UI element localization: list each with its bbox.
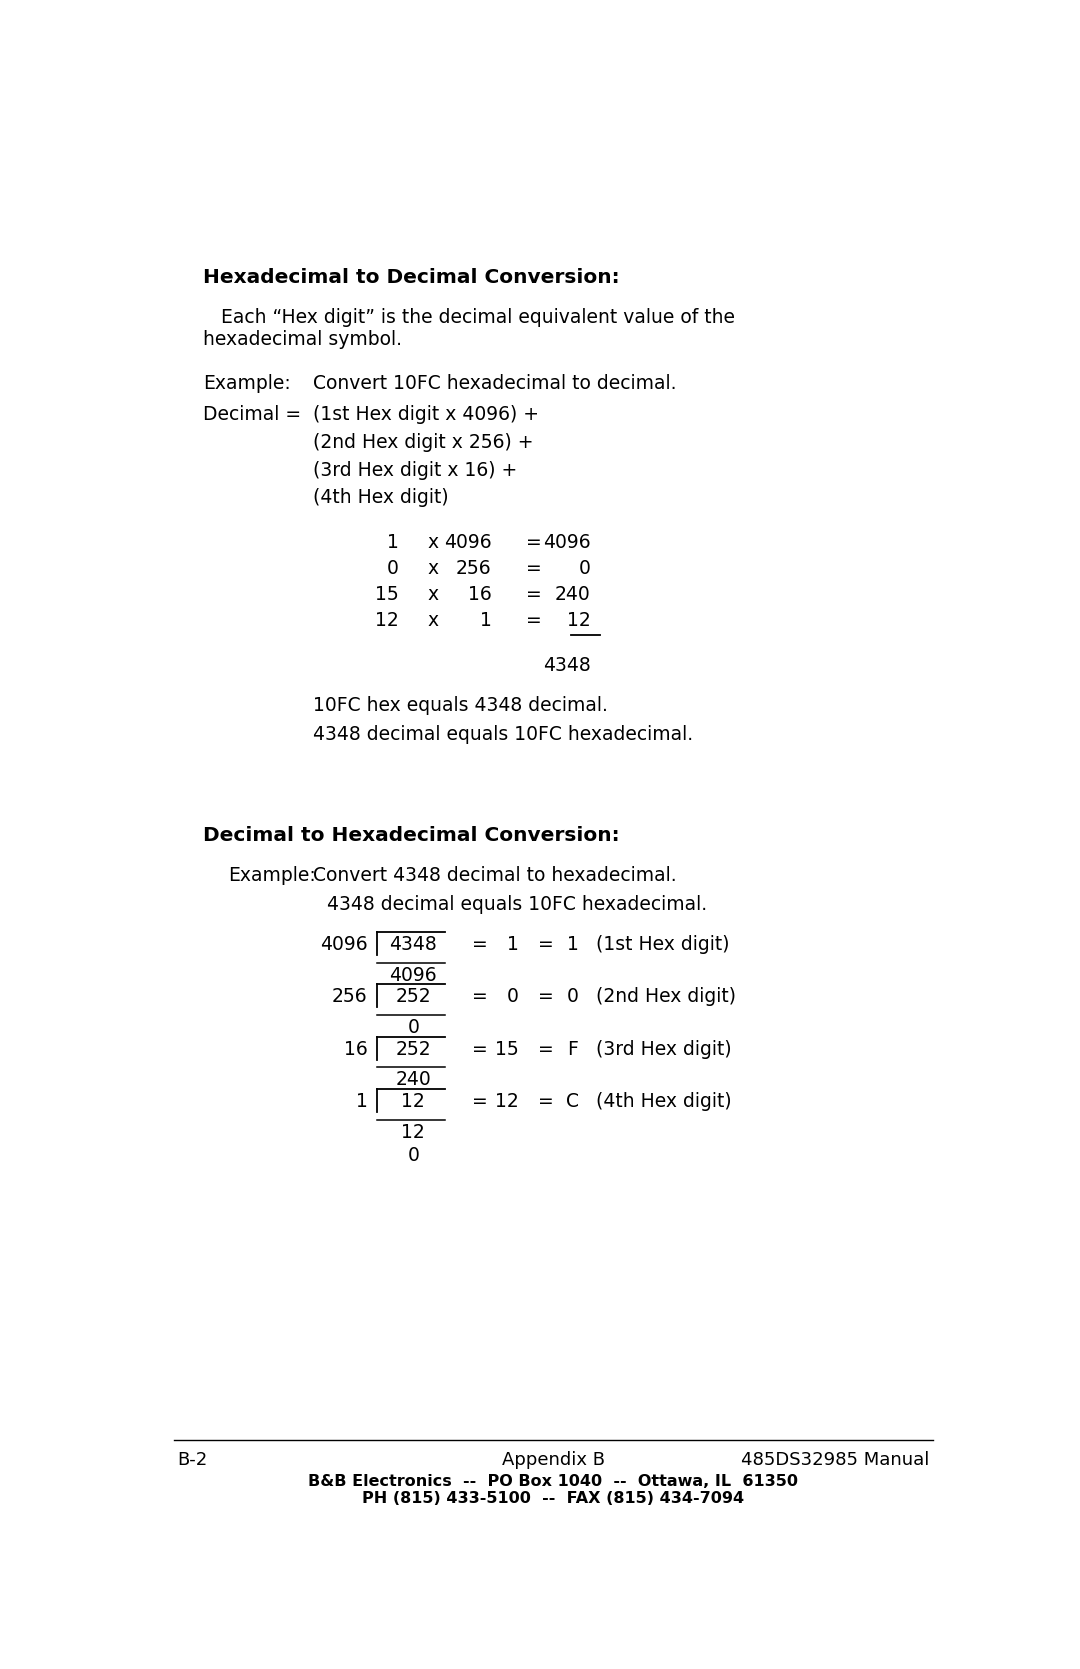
Text: (1st Hex digit): (1st Hex digit): [596, 935, 730, 955]
Text: 12: 12: [495, 1092, 518, 1112]
Text: 1: 1: [567, 935, 579, 955]
Text: 240: 240: [395, 1070, 431, 1090]
Text: 0: 0: [407, 1018, 419, 1036]
Text: (3rd Hex digit): (3rd Hex digit): [596, 1040, 732, 1058]
Text: 0: 0: [387, 559, 399, 577]
Text: Example:: Example:: [203, 374, 291, 394]
Text: 0: 0: [507, 988, 518, 1006]
Text: PH (815) 433-5100  --  FAX (815) 434-7094: PH (815) 433-5100 -- FAX (815) 434-7094: [363, 1490, 744, 1505]
Text: 256: 256: [332, 988, 367, 1006]
Text: (2nd Hex digit): (2nd Hex digit): [596, 988, 737, 1006]
Text: =: =: [472, 935, 488, 955]
Text: Example:: Example:: [228, 866, 315, 885]
Text: =: =: [538, 988, 554, 1006]
Text: 4348 decimal equals 10FC hexadecimal.: 4348 decimal equals 10FC hexadecimal.: [313, 726, 693, 744]
Text: 4348 decimal equals 10FC hexadecimal.: 4348 decimal equals 10FC hexadecimal.: [327, 895, 707, 915]
Text: 256: 256: [456, 559, 491, 577]
Text: =: =: [526, 586, 542, 604]
Text: (1st Hex digit x 4096) +: (1st Hex digit x 4096) +: [313, 406, 539, 424]
Text: 252: 252: [395, 1040, 431, 1058]
Text: C: C: [566, 1092, 579, 1112]
Text: (2nd Hex digit x 256) +: (2nd Hex digit x 256) +: [313, 432, 534, 452]
Text: Appendix B: Appendix B: [502, 1450, 605, 1469]
Text: 12: 12: [375, 611, 399, 631]
Text: =: =: [538, 935, 554, 955]
Text: Convert 4348 decimal to hexadecimal.: Convert 4348 decimal to hexadecimal.: [313, 866, 677, 885]
Text: 16: 16: [343, 1040, 367, 1058]
Text: 10FC hex equals 4348 decimal.: 10FC hex equals 4348 decimal.: [313, 696, 608, 714]
Text: =: =: [526, 611, 542, 631]
Text: 1: 1: [507, 935, 518, 955]
Text: =: =: [538, 1092, 554, 1112]
Text: x: x: [428, 611, 438, 631]
Text: Convert 10FC hexadecimal to decimal.: Convert 10FC hexadecimal to decimal.: [313, 374, 677, 394]
Text: 12: 12: [402, 1123, 426, 1142]
Text: x: x: [428, 586, 438, 604]
Text: (4th Hex digit): (4th Hex digit): [596, 1092, 732, 1112]
Text: 4096: 4096: [543, 532, 591, 552]
Text: =: =: [472, 1092, 488, 1112]
Text: 0: 0: [567, 988, 579, 1006]
Text: 12: 12: [567, 611, 591, 631]
Text: Each “Hex digit” is the decimal equivalent value of the: Each “Hex digit” is the decimal equivale…: [203, 309, 735, 327]
Text: Hexadecimal to Decimal Conversion:: Hexadecimal to Decimal Conversion:: [203, 269, 620, 287]
Text: =: =: [472, 1040, 488, 1058]
Text: x: x: [428, 559, 438, 577]
Text: hexadecimal symbol.: hexadecimal symbol.: [203, 330, 402, 349]
Text: =: =: [526, 559, 542, 577]
Text: =: =: [526, 532, 542, 552]
Text: 4096: 4096: [444, 532, 491, 552]
Text: =: =: [472, 988, 488, 1006]
Text: 15: 15: [375, 586, 399, 604]
Text: 15: 15: [495, 1040, 518, 1058]
Text: Decimal to Hexadecimal Conversion:: Decimal to Hexadecimal Conversion:: [203, 826, 620, 845]
Text: 240: 240: [555, 586, 591, 604]
Text: 1: 1: [480, 611, 491, 631]
Text: F: F: [567, 1040, 578, 1058]
Text: 1: 1: [387, 532, 399, 552]
Text: 4096: 4096: [390, 966, 437, 985]
Text: 252: 252: [395, 988, 431, 1006]
Text: 4348: 4348: [543, 656, 591, 676]
Text: 4348: 4348: [390, 935, 437, 955]
Text: (4th Hex digit): (4th Hex digit): [313, 489, 449, 507]
Text: 16: 16: [468, 586, 491, 604]
Text: 0: 0: [407, 1147, 419, 1165]
Text: 0: 0: [579, 559, 591, 577]
Text: 12: 12: [402, 1092, 426, 1112]
Text: 4096: 4096: [320, 935, 367, 955]
Text: B-2: B-2: [177, 1450, 207, 1469]
Text: 1: 1: [355, 1092, 367, 1112]
Text: Decimal =: Decimal =: [203, 406, 301, 424]
Text: B&B Electronics  --  PO Box 1040  --  Ottawa, IL  61350: B&B Electronics -- PO Box 1040 -- Ottawa…: [309, 1474, 798, 1489]
Text: x: x: [428, 532, 438, 552]
Text: =: =: [538, 1040, 554, 1058]
Text: 485DS32985 Manual: 485DS32985 Manual: [741, 1450, 930, 1469]
Text: (3rd Hex digit x 16) +: (3rd Hex digit x 16) +: [313, 461, 517, 479]
